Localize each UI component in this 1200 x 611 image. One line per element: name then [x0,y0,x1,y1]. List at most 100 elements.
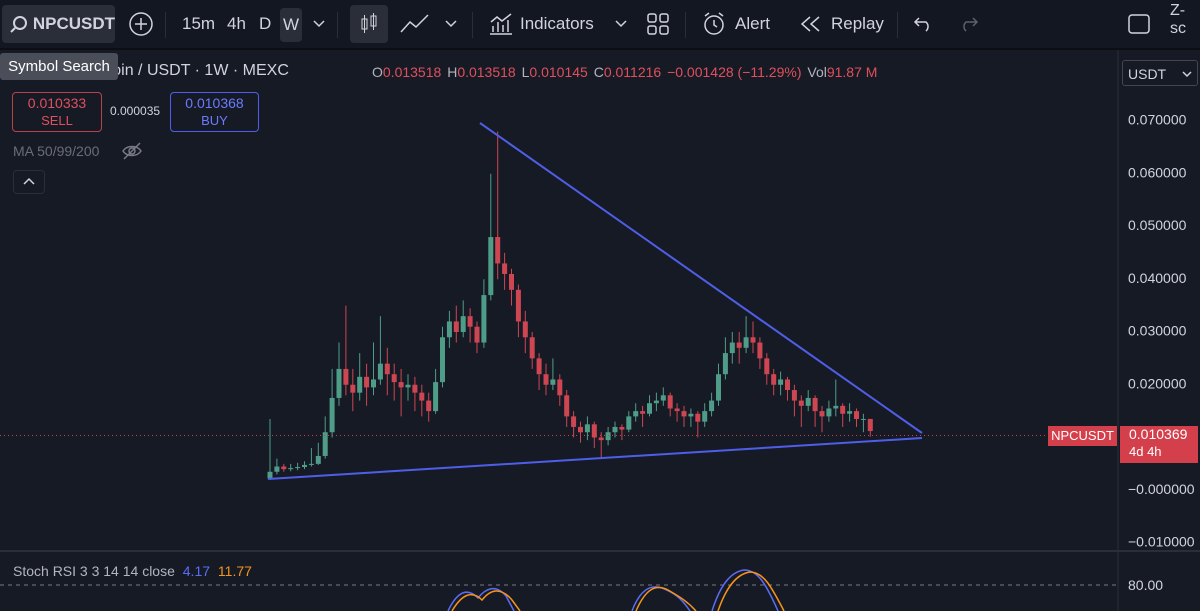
separator [472,12,473,38]
candle-body [605,432,611,441]
trendline-upper[interactable] [479,122,923,434]
drawing-menu[interactable] [445,0,457,48]
candle-body [315,455,321,464]
indicators-menu[interactable] [615,0,627,48]
trendline-lower[interactable] [267,437,923,480]
candle-body [695,413,701,422]
symbol-search[interactable]: NPCUSDT [2,5,115,43]
candle-body [840,405,846,414]
interval[interactable]: D [259,14,272,33]
candle-body [771,374,777,385]
candle-body [308,463,314,465]
candle-body [722,353,728,375]
interval-menu[interactable] [313,0,325,48]
l-label: L [521,64,530,80]
price-axis: 0.070000 0.060000 0.050000 0.040000 0.030000… [1128,112,1195,550]
ohlc-legend: O0.013518 H0.013518 L0.010145 C0.011216 … [372,64,877,80]
currency-select[interactable]: USDT [1122,60,1198,86]
replay-label: Replay [831,14,884,33]
candle-body [329,397,335,433]
candle-type[interactable] [350,5,388,43]
indicators-icon [490,13,512,35]
price-tick-label: 0.050000 [1128,217,1187,233]
candle-body [681,411,687,417]
alert-button[interactable]: Alert [701,0,770,48]
candle-body [377,363,383,380]
candle-body [867,418,873,432]
candle-body [460,316,466,332]
candle-body [640,411,646,414]
stoch-d-line [635,586,697,611]
stoch-k: 4.17 [182,563,211,579]
candle-body [522,321,528,338]
candle-body [391,374,397,383]
candle-body [453,321,459,332]
candle-body [295,467,301,469]
replay-icon [800,16,820,32]
undo-icon [913,17,929,32]
candle-body [785,379,790,391]
replay-button[interactable]: Replay [799,0,884,48]
candle-body [591,424,597,438]
candle-body [854,411,859,420]
redo-button[interactable] [957,0,979,48]
separator [897,12,898,38]
countdown: 4d 4h [1129,443,1162,459]
candle-body [440,337,445,383]
candle-body [371,379,376,388]
candle-body [467,316,473,327]
candle-body [426,400,432,412]
separator [685,12,686,38]
compare-button[interactable] [128,0,154,48]
candle-body [584,424,590,433]
candle-body [709,400,715,412]
ma-legend: MA 50/99/200 [13,143,100,159]
o-label: O [372,64,383,80]
c-label: C [593,64,604,80]
candle-body [812,397,818,412]
redo-icon [963,17,979,32]
candle-body [612,426,618,433]
grid-icon [647,13,669,35]
interval-active[interactable]: W [280,8,302,42]
square-icon [1128,14,1150,34]
drawing-tools[interactable] [400,0,430,48]
candle-body [564,395,570,417]
sell-button[interactable]: 0.010333 SELL [12,92,102,132]
sell-price: 0.010333 [27,95,87,111]
candle-body [626,416,632,430]
candle-body [571,416,577,427]
candle-body [274,466,280,472]
candle-body [798,400,804,406]
last-price: 0.010369 [1129,425,1188,442]
price-tick-label: 0.040000 [1128,270,1187,286]
candle-body [833,405,839,409]
chevron [615,20,627,28]
undo-button[interactable] [913,0,935,48]
price-label: 0.010369 4d 4h [1120,425,1198,463]
candle-body [743,337,749,348]
candle-body [357,376,363,393]
candle-body [619,426,625,430]
candle-body [778,379,784,385]
alert-label: Alert [735,14,770,33]
buy-button[interactable]: 0.010368 BUY [170,92,259,132]
layouts-button[interactable] [647,0,669,48]
hidden-icon[interactable] [121,141,143,161]
candle-body [647,403,652,414]
fullscreen-button[interactable] [1127,0,1151,48]
interval[interactable]: 15m [182,14,216,33]
toolbar: NPCUSDT 15m 4h D W Indicators Alert Repl… [0,0,1200,50]
indicators-button[interactable]: Indicators [488,0,594,48]
stoch-k-line [711,569,779,611]
collapse-button[interactable] [13,170,45,194]
candle-body [343,368,349,385]
candle-body [543,374,549,385]
indicators-label: Indicators [520,14,594,33]
chevron-up [23,177,35,185]
interval[interactable]: 4h [227,14,246,33]
candle-body [481,295,487,343]
price-tick-label: −0.000000 [1128,481,1195,497]
stoch-d-line [451,590,521,611]
